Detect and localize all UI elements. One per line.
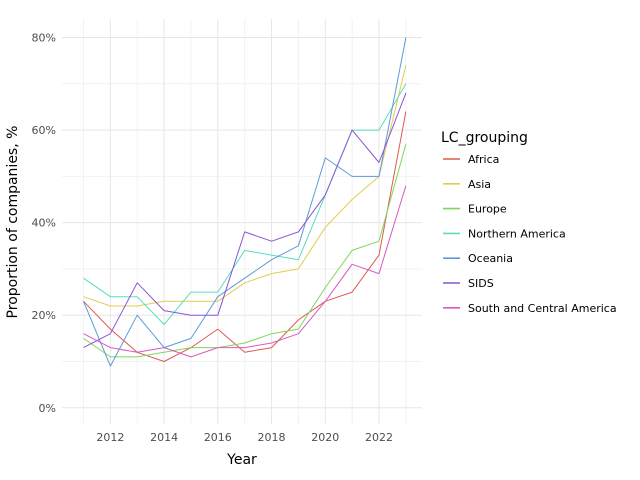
series-line-south-and-central-america	[83, 185, 407, 358]
x-axis-title: Year	[226, 452, 257, 468]
legend-label-south-and-central-america: South and Central America	[468, 302, 617, 315]
series-line-oceania	[83, 37, 407, 367]
y-axis-title: Proportion of companies, %	[5, 126, 21, 319]
x-tick-label: 2020	[311, 431, 339, 444]
legend-label-northern-america: Northern America	[468, 227, 566, 240]
legend-label-africa: Africa	[468, 153, 499, 166]
legend-label-asia: Asia	[468, 178, 491, 191]
series-line-asia	[83, 65, 407, 307]
legend-label-oceania: Oceania	[468, 252, 513, 265]
legend: LC_grouping Africa Asia Europe Northern Ame…	[441, 130, 617, 315]
x-tick-label: 2016	[204, 431, 232, 444]
x-tick-label: 2022	[365, 431, 393, 444]
y-axis-ticks: 0% 20% 40% 60% 80%	[32, 32, 56, 415]
x-tick-label: 2014	[150, 431, 178, 444]
series-line-sids	[83, 92, 407, 349]
grid-major	[62, 19, 422, 424]
y-tick-label: 80%	[32, 32, 56, 45]
x-tick-label: 2018	[258, 431, 286, 444]
legend-label-europe: Europe	[468, 203, 507, 216]
y-tick-label: 40%	[32, 217, 56, 230]
y-tick-label: 0%	[39, 402, 56, 415]
y-tick-label: 20%	[32, 309, 56, 322]
x-tick-label: 2012	[96, 431, 124, 444]
series-line-europe	[83, 143, 407, 358]
series-lines	[83, 37, 407, 367]
legend-items: Africa Asia Europe Northern America Oceania S…	[443, 153, 617, 315]
legend-label-sids: SIDS	[468, 277, 494, 290]
grid-minor	[62, 19, 422, 424]
x-axis-ticks: 2012 2014 2016 2018 2020 2022	[96, 431, 393, 444]
y-tick-label: 60%	[32, 124, 56, 137]
legend-title: LC_grouping	[441, 130, 528, 146]
